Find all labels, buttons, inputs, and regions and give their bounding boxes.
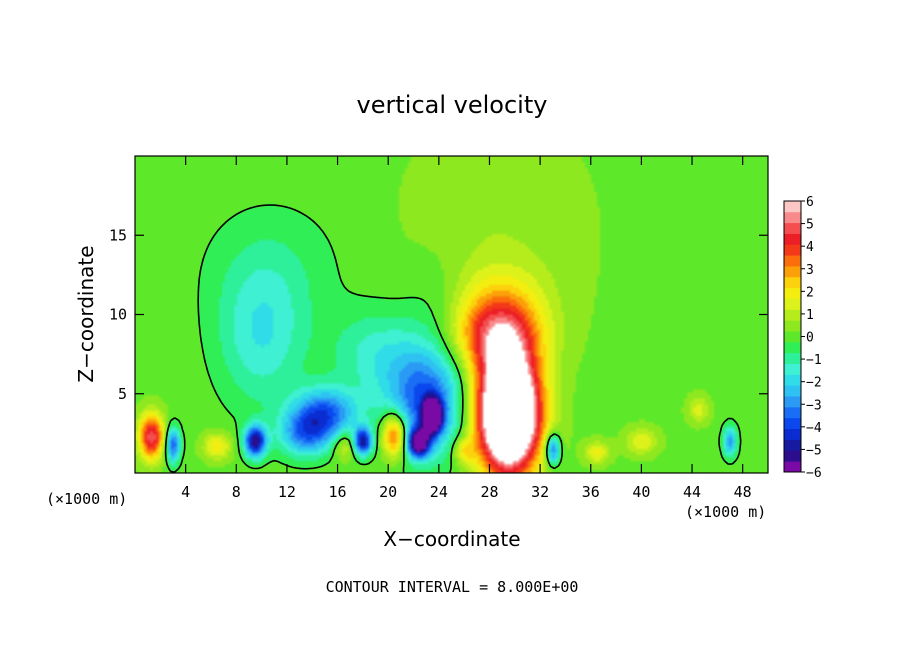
colorbar-swatch [784, 461, 801, 473]
colorbar-swatch [784, 276, 801, 289]
x-tick-label: 24 [430, 483, 448, 501]
colorbar-tick-label: 1 [806, 308, 814, 323]
colorbar-swatch [784, 396, 801, 408]
colorbar-tick-label: 5 [806, 218, 814, 233]
colorbar-swatch [784, 266, 801, 278]
colorbar: 6 5 4 3 2 1 0 −1 −2 −3 −4 −5 −6 [783, 195, 822, 481]
colorbar-tick-label: 0 [806, 331, 814, 346]
x-tick-label: 32 [531, 483, 549, 501]
colorbar-swatch [784, 341, 801, 354]
y-tick-label: 15 [109, 226, 127, 244]
y-tick-label: 5 [118, 385, 127, 403]
zero-contour-line [164, 204, 742, 473]
x-tick-label: 20 [379, 483, 397, 501]
colorbar-tick-label: −4 [806, 421, 822, 436]
x-axis: 4 8 12 16 20 24 28 32 36 40 44 48 [181, 156, 752, 501]
velocity-field [135, 156, 768, 473]
colorbar-swatch [784, 233, 801, 245]
colorbar-tick-label: −3 [806, 398, 822, 413]
colorbar-swatch [784, 385, 801, 397]
colorbar-swatch [784, 222, 801, 234]
colorbar-swatch [784, 417, 801, 430]
colorbar-swatch [784, 211, 801, 224]
colorbar-tick-label: −5 [806, 443, 822, 458]
y-axis: 5 10 15 [109, 226, 768, 403]
y-tick-label: 10 [109, 306, 127, 324]
x-tick-label: 16 [329, 483, 347, 501]
colorbar-swatch [784, 374, 801, 386]
x-tick-label: 48 [734, 483, 752, 501]
x-tick-label: 40 [632, 483, 650, 501]
colorbar-swatch [784, 201, 801, 213]
colorbar-tick-label: 4 [806, 240, 814, 255]
x-tick-label: 36 [582, 483, 600, 501]
contour-interval-label: CONTOUR INTERVAL = 8.000E+00 [326, 578, 579, 596]
colorbar-tick-label: −2 [806, 376, 822, 391]
colorbar-tick-label: −1 [806, 353, 822, 368]
colorbar-swatch [784, 406, 801, 419]
velocity-field-raster [135, 156, 768, 473]
x-tick-label: 8 [232, 483, 241, 501]
colorbar-swatch [784, 450, 801, 462]
x-unit-right-label: (×1000 m) [685, 503, 766, 521]
colorbar-swatch [784, 309, 801, 321]
x-unit-left-label: (×1000 m) [46, 490, 127, 508]
x-tick-label: 28 [480, 483, 498, 501]
colorbar-tick-label: 2 [806, 285, 814, 300]
x-tick-label: 4 [181, 483, 190, 501]
colorbar-tick-label: 6 [806, 195, 814, 210]
colorbar-swatch [784, 331, 801, 343]
x-tick-label: 44 [683, 483, 701, 501]
colorbar-swatch [784, 255, 801, 267]
colorbar-tick-label: 3 [806, 263, 814, 278]
colorbar-swatch [784, 298, 801, 310]
colorbar-tick-label: −6 [806, 466, 822, 481]
colorbar-swatch [784, 320, 801, 332]
colorbar-swatch [784, 287, 801, 299]
y-axis-title: Z−coordinate [74, 245, 98, 382]
colorbar-swatch [784, 244, 801, 256]
colorbar-swatch [784, 439, 801, 451]
colorbar-swatch [784, 428, 801, 440]
chart-title: vertical velocity [357, 91, 548, 119]
x-axis-title: X−coordinate [383, 527, 520, 551]
zero-contours [164, 204, 742, 473]
colorbar-swatch [784, 363, 801, 375]
x-tick-label: 12 [278, 483, 296, 501]
colorbar-swatch [784, 352, 801, 364]
